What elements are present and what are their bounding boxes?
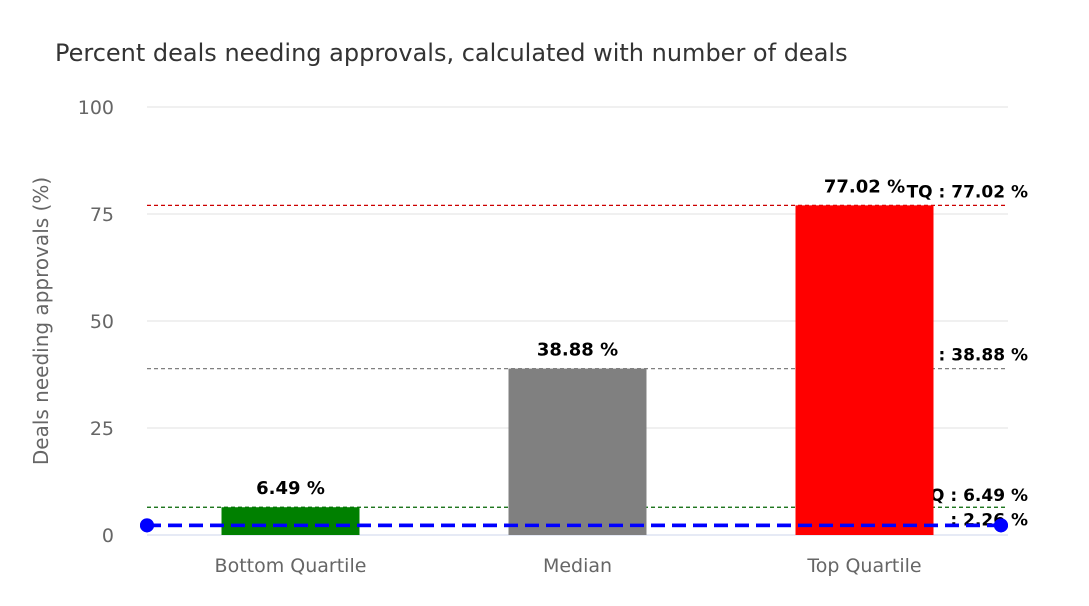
x-tick-label: Top Quartile (806, 555, 921, 577)
bar-median (508, 368, 647, 535)
reference-label: TQ : 77.02 % (907, 182, 1028, 202)
reference-label: : 2.26 % (950, 510, 1028, 530)
y-tick-label: 25 (90, 418, 114, 440)
reference-marker (140, 518, 154, 533)
y-tick-label: 75 (90, 204, 114, 226)
chart-title: Percent deals needing approvals, calcula… (55, 39, 848, 67)
y-tick-label: 50 (90, 311, 114, 333)
reference-label: BQ : 6.49 % (917, 486, 1028, 506)
y-tick-label: 0 (102, 525, 114, 547)
bar-bottom-quartile (221, 507, 360, 535)
y-axis-label: Deals needing approvals (%) (29, 177, 53, 465)
bar-top-quartile (795, 205, 934, 535)
reference-label: : 38.88 % (939, 346, 1028, 366)
y-tick-label: 100 (78, 97, 114, 119)
data-label: 77.02 % (824, 176, 905, 197)
data-label: 6.49 % (256, 478, 325, 499)
reference-marker (994, 518, 1008, 533)
data-label: 38.88 % (537, 340, 618, 361)
x-tick-label: Bottom Quartile (215, 555, 367, 577)
x-tick-label: Median (543, 555, 612, 577)
